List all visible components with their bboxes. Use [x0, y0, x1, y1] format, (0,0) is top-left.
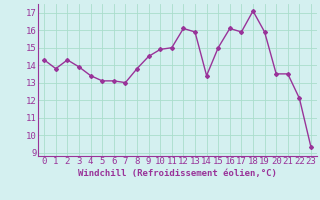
- X-axis label: Windchill (Refroidissement éolien,°C): Windchill (Refroidissement éolien,°C): [78, 169, 277, 178]
